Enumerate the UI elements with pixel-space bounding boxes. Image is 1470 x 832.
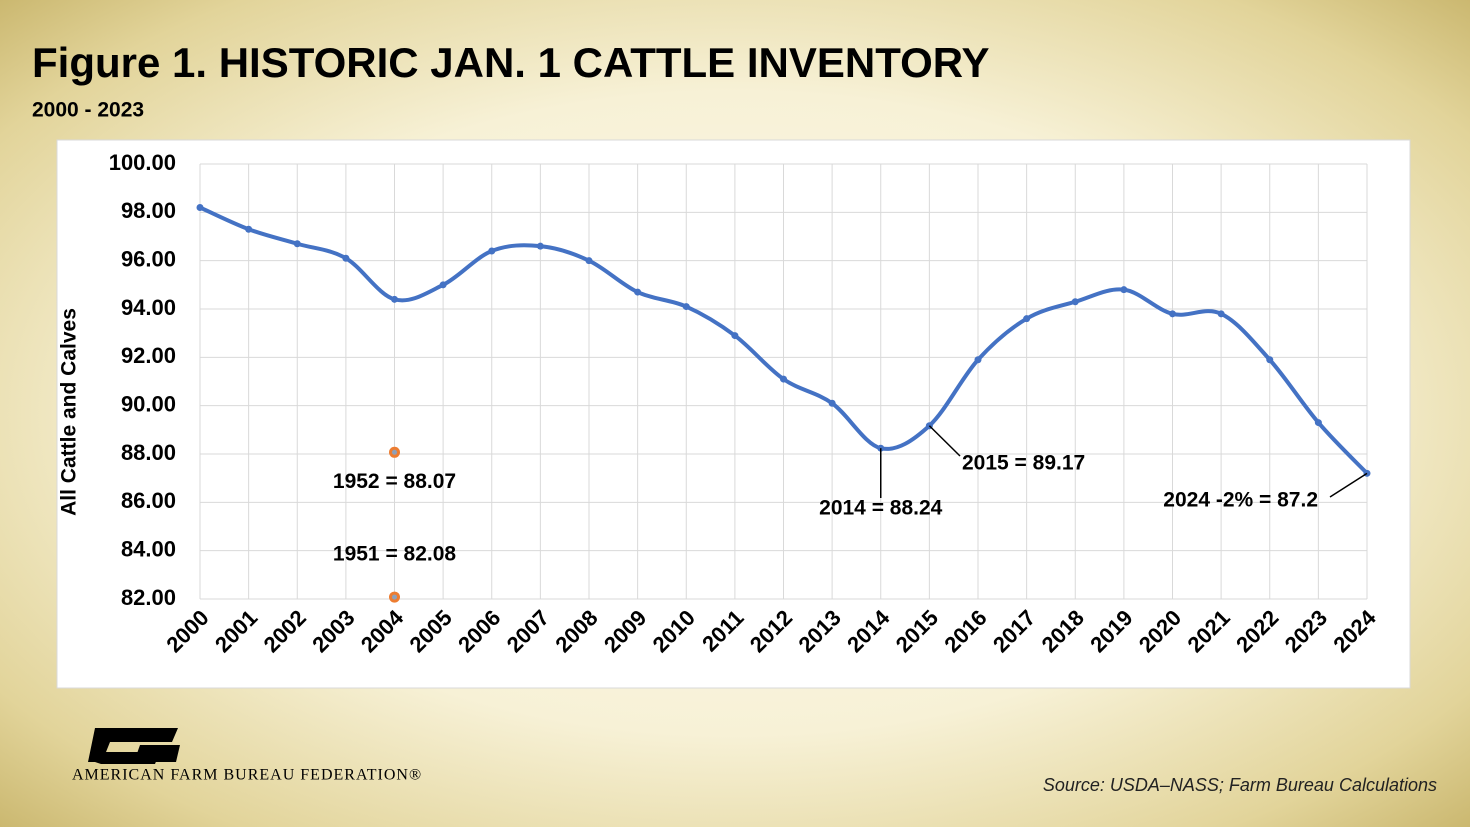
data-point [536,242,544,250]
y-tick-label: 82.00 [121,585,176,610]
data-point [634,288,642,296]
y-tick-label: 100.00 [109,150,176,175]
data-point [196,204,204,211]
y-tick-label: 90.00 [121,391,176,416]
reference-point-center [392,449,397,455]
logo [88,728,180,764]
y-tick-label: 92.00 [121,343,176,368]
y-tick-label: 98.00 [121,198,176,223]
data-point [731,332,739,340]
y-axis-title: All Cattle and Calves [58,308,81,516]
data-point [682,303,690,311]
reference-point-center [392,594,397,600]
reference-label: 1951 = 82.08 [333,543,457,566]
y-tick-label: 86.00 [121,488,176,513]
annotation: 2014 = 88.24 [819,497,943,520]
chart-area [56,139,1411,689]
annotation-leader [928,425,961,457]
y-tick-label: 96.00 [121,246,176,271]
annotation: 2015 = 89.17 [962,452,1085,475]
y-tick-label: 84.00 [121,536,176,561]
data-point [1314,419,1322,427]
organization-name: AMERICAN FARM BUREAU FEDERATION® [72,767,422,784]
data-point [439,281,447,289]
data-point [828,399,836,407]
reference-label: 1952 = 88.07 [333,470,456,493]
data-point [391,295,398,303]
data-point [245,225,253,233]
source-note: Source: USDA–NASS; Farm Bureau Calculati… [1043,775,1437,795]
annotation-leader [1329,472,1368,498]
data-point [780,375,787,383]
data-point [488,247,496,255]
y-tick-label: 94.00 [121,295,176,320]
data-point [293,240,301,248]
data-point [1120,286,1128,294]
data-point [1217,310,1225,318]
chart-title: Figure 1. HISTORIC JAN. 1 CATTLE INVENTO… [32,39,990,86]
data-point [974,356,982,364]
data-point [1266,356,1274,364]
data-point [342,254,350,262]
data-point [585,257,593,265]
chart-subtitle: 2000 - 2023 [32,99,144,122]
logo-shape [134,745,180,762]
data-point [1071,298,1079,306]
data-point [1169,310,1176,318]
annotation: 2024 -2% = 87.2 [1163,489,1318,512]
data-point [1023,315,1031,323]
y-tick-label: 88.00 [121,440,176,465]
